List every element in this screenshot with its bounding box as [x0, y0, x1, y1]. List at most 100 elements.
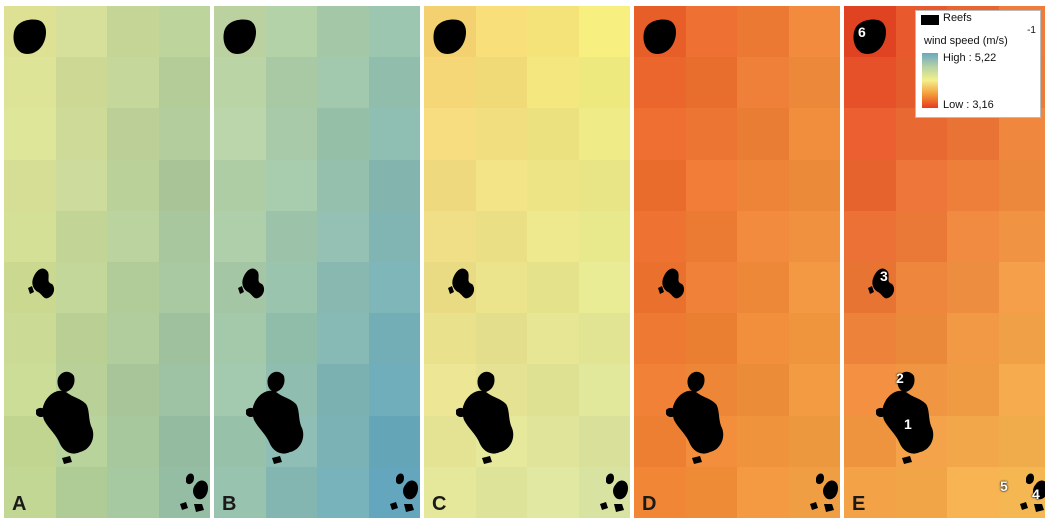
raster-cell	[214, 159, 267, 212]
panel-label-b: B	[222, 493, 237, 515]
raster-cell	[737, 262, 790, 314]
reef-6-shape	[643, 19, 676, 54]
reef-1-shape	[462, 390, 514, 454]
raster-cell	[107, 159, 160, 212]
panel-label-a: A	[12, 493, 27, 515]
raster-cell	[368, 415, 420, 468]
raster-cell	[158, 57, 210, 109]
raster-cell	[368, 108, 420, 161]
raster-cell	[578, 159, 630, 212]
legend-low-label: Low : 3,16	[943, 99, 994, 111]
raster-cell	[214, 57, 267, 109]
raster-cell	[685, 57, 738, 109]
raster-cell	[578, 262, 630, 314]
raster-cell	[158, 262, 210, 314]
reef-4-shape	[823, 480, 838, 500]
raster-cell	[317, 6, 370, 58]
reef-4-fragment	[600, 502, 608, 510]
raster-cell	[265, 262, 318, 314]
raster-cell	[788, 313, 840, 365]
reef-6-shape	[853, 19, 886, 54]
raster-cell	[475, 6, 528, 58]
panel-label-d: D	[642, 493, 657, 515]
reef-3-shape	[32, 268, 55, 299]
raster-cell	[895, 313, 948, 365]
raster-cell	[578, 6, 630, 58]
raster-cell	[317, 415, 370, 468]
reef-4-fragment	[1020, 502, 1028, 510]
panel-label-e: E	[852, 493, 866, 515]
reef-1-fragment	[482, 456, 492, 464]
raster-cell	[998, 415, 1045, 468]
reef-number-5: 5	[1000, 478, 1008, 494]
raster-cell	[4, 466, 57, 518]
raster-cell	[844, 159, 897, 212]
raster-cell	[685, 108, 738, 161]
legend-reefs-label: Reefs	[943, 12, 972, 24]
raster-cell	[634, 313, 687, 365]
raster-cell	[4, 108, 57, 161]
raster-cell	[527, 159, 580, 212]
raster-cell	[895, 466, 948, 518]
raster-cell	[4, 57, 57, 109]
raster-cell	[424, 108, 477, 161]
raster-cell	[55, 108, 108, 161]
reef-1-fragment	[272, 456, 282, 464]
raster-cell	[578, 57, 630, 109]
reef-4-fragment	[824, 504, 834, 512]
reef-number-4: 4	[1032, 486, 1040, 502]
raster-cell	[265, 159, 318, 212]
raster-cell	[998, 159, 1045, 212]
legend-title: wind speed (m/s)	[924, 35, 1008, 47]
raster-cell	[737, 313, 790, 365]
reef-1-shape	[882, 390, 934, 454]
raster-cell	[368, 210, 420, 263]
raster-cell	[4, 210, 57, 263]
raster-cell	[368, 262, 420, 314]
raster-cell	[527, 262, 580, 314]
legend-high-label: High : 5,22	[943, 52, 997, 64]
raster-cell	[158, 313, 210, 365]
map-panel-c: C	[424, 6, 630, 518]
raster-cell	[685, 262, 738, 314]
reef-1-fragment	[62, 456, 72, 464]
reef-shapes-e	[853, 19, 1045, 512]
reef-2-shape	[477, 371, 495, 392]
raster-cell	[788, 364, 840, 417]
raster-cell	[844, 57, 897, 109]
legend-exponent: -1	[1027, 25, 1036, 36]
reef-2-shape	[267, 371, 285, 392]
raster-cell	[158, 364, 210, 417]
reef-3-shape	[872, 268, 895, 299]
raster-cell	[998, 364, 1045, 417]
raster-cell	[317, 108, 370, 161]
reef-1-fragment	[876, 407, 886, 417]
raster-cell	[527, 108, 580, 161]
raster-cell	[107, 466, 160, 518]
reef-4-fragment	[810, 502, 818, 510]
raster-cell	[317, 364, 370, 417]
raster-cell	[737, 466, 790, 518]
reef-3-shape	[662, 268, 685, 299]
reef-1-shape	[672, 390, 724, 454]
raster-cell	[527, 57, 580, 109]
raster-cell	[475, 57, 528, 109]
map-panel-d: D	[634, 6, 840, 518]
raster-cell	[214, 466, 267, 518]
raster-cell	[527, 313, 580, 365]
raster-cell	[527, 415, 580, 468]
reef-number-2: 2	[896, 370, 904, 386]
raster-cell	[788, 210, 840, 263]
reef-1-fragment	[36, 407, 46, 417]
raster-cell	[368, 57, 420, 109]
raster-cell	[158, 108, 210, 161]
raster-cell	[55, 466, 108, 518]
raster-cell	[55, 210, 108, 263]
raster-cell	[737, 108, 790, 161]
map-legend: Reefs -1 wind speed (m/s) High : 5,22 Lo…	[915, 10, 1041, 118]
raster-cell	[55, 57, 108, 109]
raster-cell	[475, 466, 528, 518]
raster-cell	[685, 313, 738, 365]
reef-number-1: 1	[904, 416, 912, 432]
raster-cell	[55, 313, 108, 365]
